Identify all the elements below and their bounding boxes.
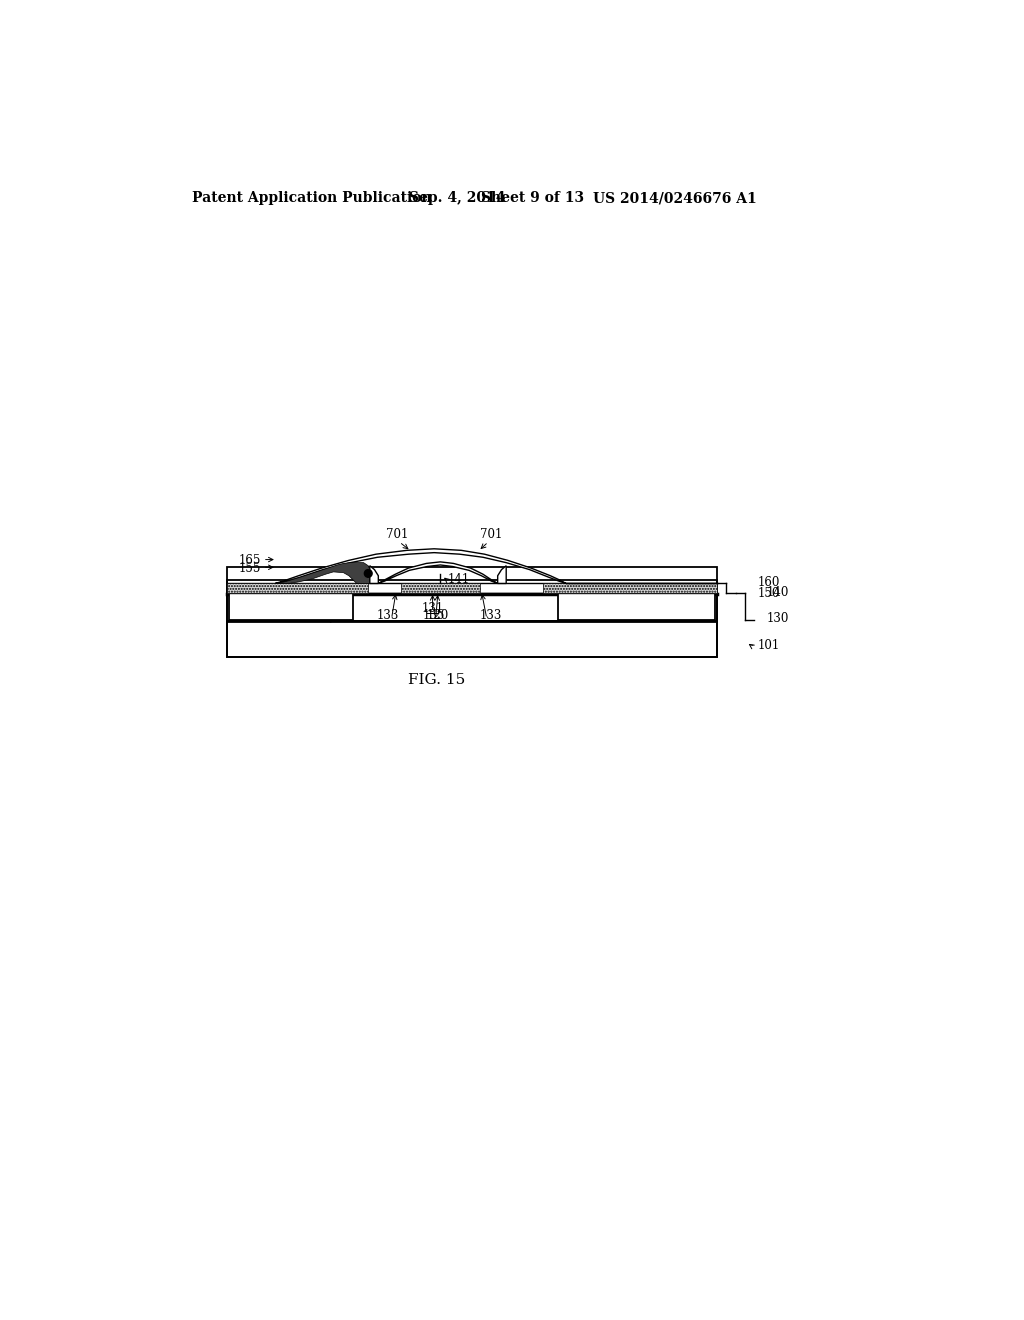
Bar <box>543 583 717 593</box>
Text: 142: 142 <box>244 607 265 620</box>
Text: 156: 156 <box>562 599 585 612</box>
Bar <box>227 583 369 593</box>
Text: 133: 133 <box>479 610 502 622</box>
Text: 101: 101 <box>758 639 779 652</box>
Text: 155: 155 <box>239 561 261 574</box>
Polygon shape <box>275 562 370 583</box>
Bar <box>227 566 717 657</box>
Text: US 2014/0246676 A1: US 2014/0246676 A1 <box>593 191 757 206</box>
Bar <box>227 619 717 622</box>
Polygon shape <box>498 566 506 583</box>
Text: 130: 130 <box>767 612 788 626</box>
Text: 120: 120 <box>427 610 450 622</box>
Polygon shape <box>275 549 566 583</box>
Bar <box>228 594 352 619</box>
Text: 160: 160 <box>758 576 779 589</box>
Text: 105: 105 <box>273 603 296 616</box>
Circle shape <box>365 570 372 577</box>
Text: 701: 701 <box>479 528 502 541</box>
Text: Patent Application Publication: Patent Application Publication <box>191 191 431 206</box>
Bar <box>400 583 480 593</box>
Text: 135: 135 <box>423 610 445 622</box>
Text: 133: 133 <box>377 610 398 622</box>
Text: 105: 105 <box>620 603 641 616</box>
Polygon shape <box>370 566 378 583</box>
Text: Sep. 4, 2014: Sep. 4, 2014 <box>410 191 506 206</box>
Text: 131: 131 <box>422 602 443 615</box>
Text: 150: 150 <box>758 587 779 601</box>
Text: 141: 141 <box>449 573 470 586</box>
Bar <box>558 594 716 619</box>
Bar <box>227 579 717 657</box>
Text: 140: 140 <box>767 586 788 599</box>
Text: 132: 132 <box>613 599 635 612</box>
Text: 165: 165 <box>239 554 261 566</box>
Text: 146: 146 <box>310 610 333 622</box>
Text: 142: 142 <box>597 607 620 620</box>
Text: Sheet 9 of 13: Sheet 9 of 13 <box>480 191 584 206</box>
Polygon shape <box>378 562 498 583</box>
Text: 132: 132 <box>272 599 294 612</box>
Text: FIG. 15: FIG. 15 <box>408 673 465 688</box>
Text: 701: 701 <box>386 528 409 541</box>
